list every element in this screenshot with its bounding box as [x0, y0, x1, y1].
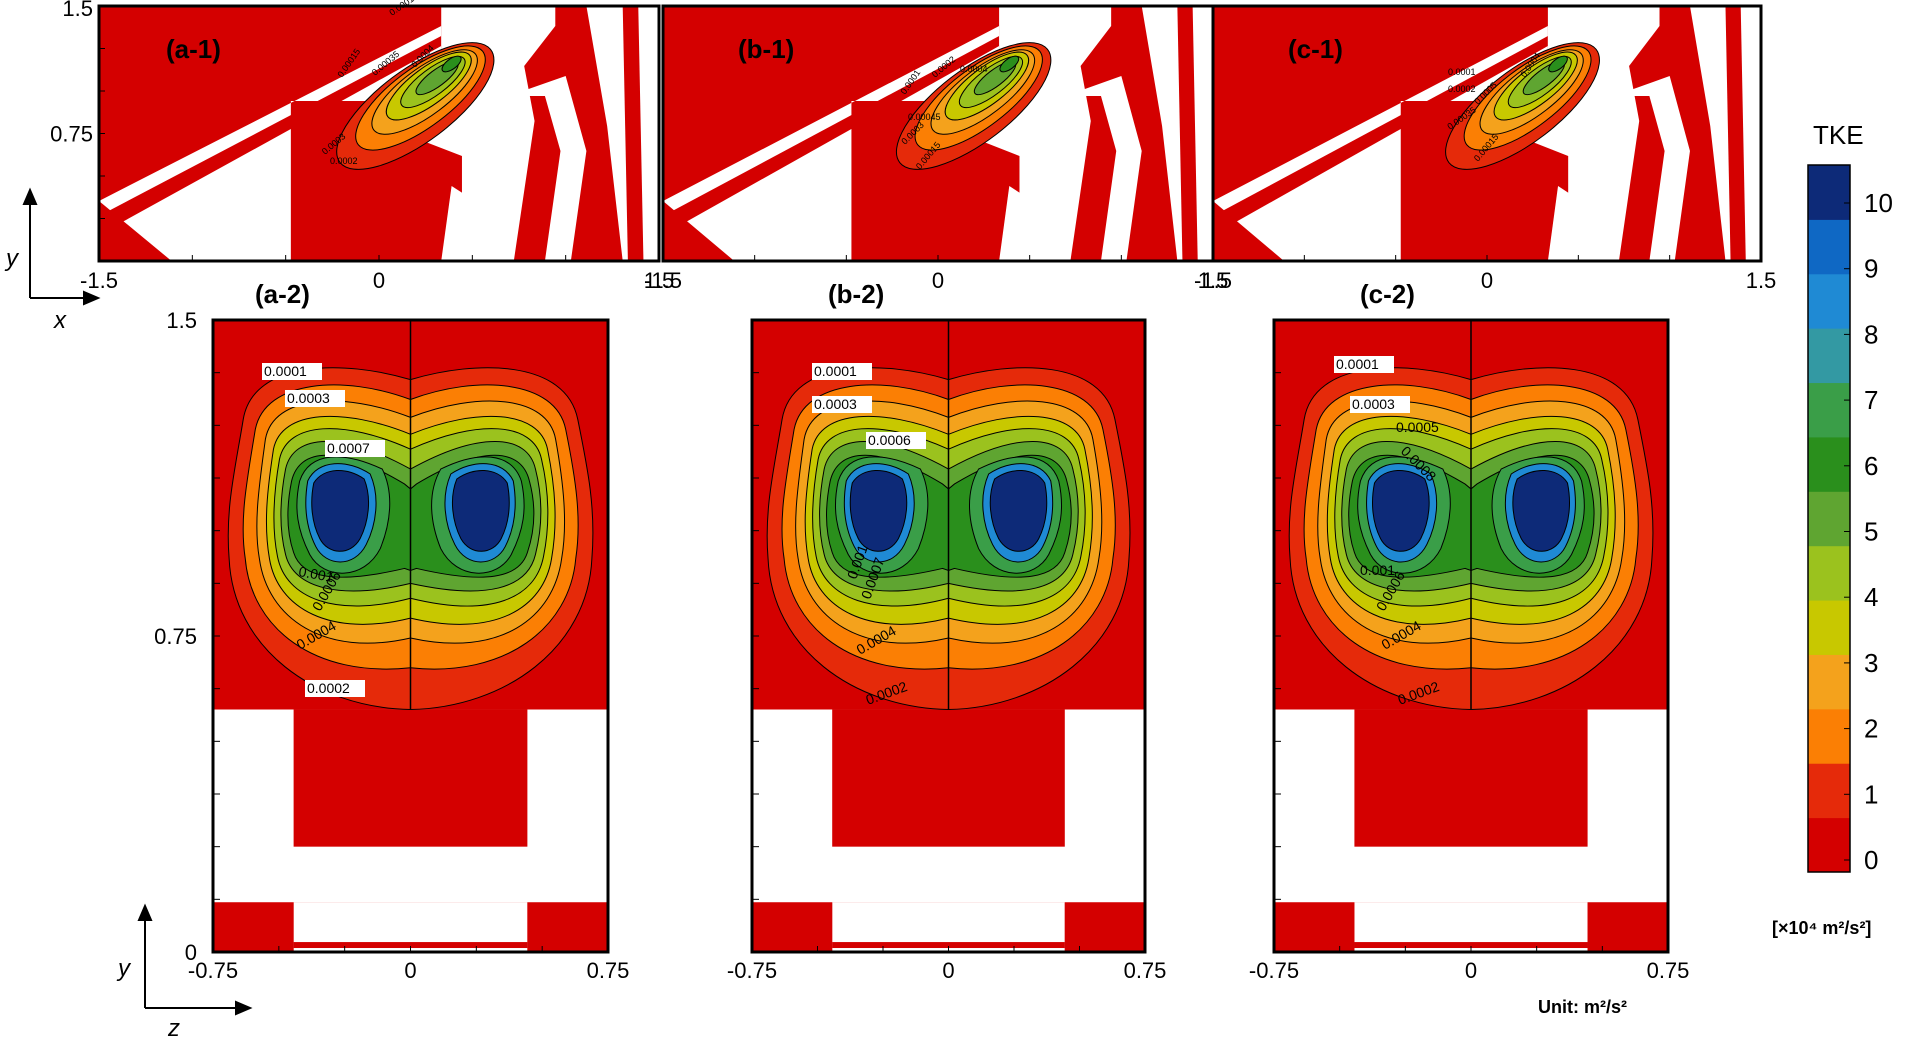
panel-b-2 — [750, 318, 1147, 954]
contour-label: 0.001 — [1360, 562, 1395, 578]
axis-indicator-xy — [22, 187, 101, 306]
colorbar-segment — [1808, 708, 1850, 764]
y-tick-label: 1.5 — [166, 308, 197, 333]
colorbar-tick-label: 1 — [1864, 779, 1878, 809]
panel-b-2-label: (b-2) — [828, 279, 884, 309]
colorbar-tick-label: 9 — [1864, 254, 1878, 284]
x-tick-label: -0.75 — [727, 958, 777, 983]
colorbar-title: TKE — [1813, 120, 1864, 150]
colorbar-tick-label: 2 — [1864, 714, 1878, 744]
colorbar-tick-label: 3 — [1864, 648, 1878, 678]
contour-label: 0.0007 — [327, 440, 370, 456]
contour-label: 0.0003 — [287, 390, 330, 406]
x-tick-label: 0 — [932, 268, 944, 293]
contour-label: 0.0002 — [330, 156, 358, 166]
colorbar: 0 1 2 3 4 5 6 7 8 9 10 — [1807, 164, 1893, 875]
contour-label: 0.0006 — [868, 432, 911, 448]
contour-label: 0.0003 — [1352, 396, 1395, 412]
contour-label: 0.0003 — [814, 396, 857, 412]
colorbar-segment — [1808, 763, 1850, 819]
panel-c-2 — [1272, 318, 1670, 954]
contour-label: 0.0002 — [307, 680, 350, 696]
panel-a-1-label: (a-1) — [166, 34, 221, 64]
colorbar-segment — [1808, 545, 1850, 601]
y-tick-label: 0.75 — [50, 122, 93, 147]
colorbar-segment — [1808, 219, 1850, 275]
contour-label: 0.0004 — [960, 64, 988, 74]
x-tick-label: 0 — [1481, 268, 1493, 293]
colorbar-segment — [1808, 817, 1850, 873]
contour-label: 0.0001 — [1336, 356, 1379, 372]
colorbar-segment — [1808, 328, 1850, 384]
axis-symbol-y-bottom: y — [116, 955, 132, 982]
colorbar-frame — [1807, 164, 1851, 873]
x-tick-label: 0.75 — [1124, 958, 1167, 983]
colorbar-tick-label: 5 — [1864, 517, 1878, 547]
x-tick-label: 0 — [942, 958, 954, 983]
axis-indicator-zy — [137, 903, 253, 1016]
colorbar-tick-label: 0 — [1864, 845, 1878, 875]
x-tick-label: 0 — [1465, 958, 1477, 983]
colorbar-tick-label: 6 — [1864, 451, 1878, 481]
contour-label: 0.0002 — [1448, 84, 1476, 94]
colorbar-segment — [1808, 654, 1850, 710]
top-axis-ticks: -1.5 0 1.50.751.5-1.5 0 1.5-1.5 0 1.5 — [50, 0, 1776, 293]
contour-label: 0.00045 — [908, 112, 941, 122]
axis-symbol-y-top: y — [4, 245, 20, 272]
colorbar-segment — [1808, 165, 1850, 220]
colorbar-segment — [1808, 436, 1850, 492]
y-tick-label: 0 — [185, 940, 197, 965]
x-tick-label: 1.5 — [1746, 268, 1777, 293]
colorbar-segment — [1808, 491, 1850, 547]
x-tick-label: 0.75 — [587, 958, 630, 983]
panel-a-2-label: (a-2) — [255, 279, 310, 309]
y-tick-label: 0.75 — [154, 624, 197, 649]
contour-label: 0.0001 — [814, 363, 857, 379]
colorbar-segment — [1808, 600, 1850, 655]
contour-label: 0.0001 — [1448, 67, 1476, 77]
x-tick-label: 0 — [373, 268, 385, 293]
contour-label: 0.001 — [297, 563, 334, 585]
axis-symbol-z: z — [167, 1015, 180, 1039]
unit-label: Unit: m²/s² — [1538, 997, 1627, 1017]
panel-a-2 — [211, 318, 610, 954]
y-tick-label: 1.5 — [62, 0, 93, 21]
x-tick-label: -0.75 — [1249, 958, 1299, 983]
x-tick-label: 0.75 — [1647, 958, 1690, 983]
x-tick-label: -1.5 — [644, 268, 682, 293]
contour-label: 0.0001 — [264, 363, 307, 379]
x-tick-label: 1.5 — [1198, 268, 1229, 293]
colorbar-unit: [×10⁴ m²/s²] — [1772, 918, 1871, 938]
colorbar-tick-label: 4 — [1864, 582, 1878, 612]
colorbar-segment — [1808, 382, 1850, 438]
axis-symbol-x: x — [53, 307, 67, 334]
contour-labels-a-2: 0.0001 0.0003 0.0007 0.001 0.0006 0.0004… — [262, 363, 385, 697]
x-tick-label: -1.5 — [1194, 268, 1232, 293]
panel-c-1-label: (c-1) — [1288, 34, 1343, 64]
colorbar-tick-label: 8 — [1864, 319, 1878, 349]
colorbar-tick-label: 7 — [1864, 385, 1878, 415]
colorbar-segment — [1808, 273, 1850, 329]
panel-b-1-label: (b-1) — [738, 34, 794, 64]
colorbar-tick-label: 10 — [1864, 188, 1893, 218]
x-tick-label: -1.5 — [80, 268, 118, 293]
x-tick-label: 1.5 — [644, 268, 675, 293]
x-tick-label: 0 — [404, 958, 416, 983]
x-tick-label: -0.75 — [188, 958, 238, 983]
panel-c-2-label: (c-2) — [1360, 279, 1415, 309]
contour-label: 0.0005 — [1396, 419, 1439, 435]
